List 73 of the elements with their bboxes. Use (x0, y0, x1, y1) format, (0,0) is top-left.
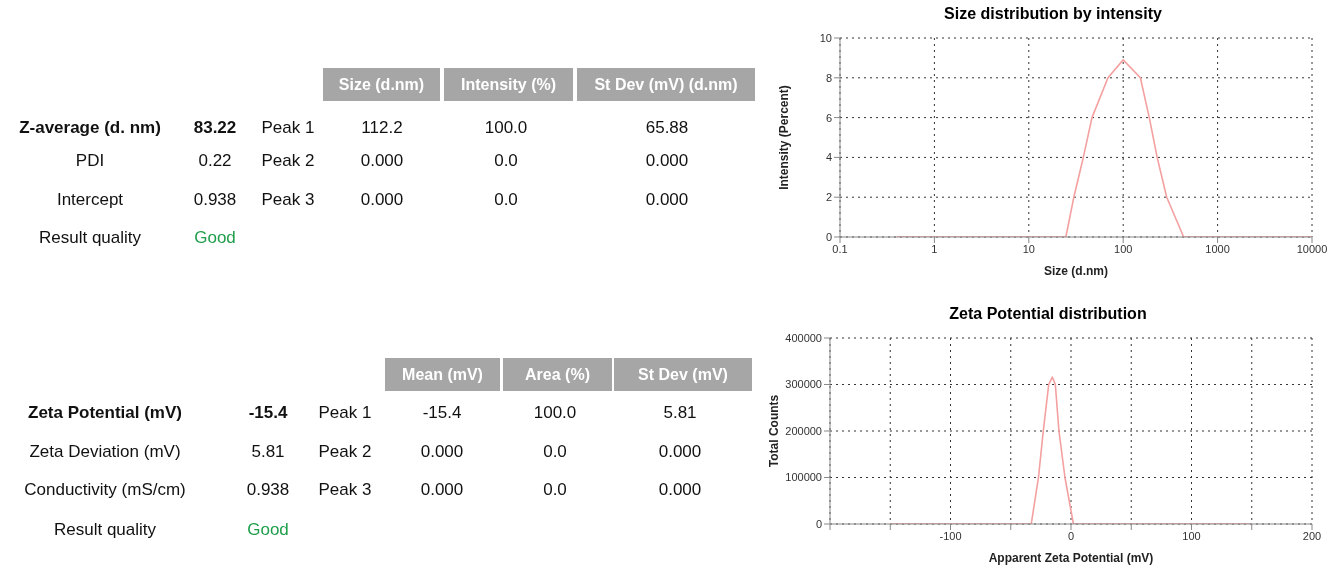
text: Peak 2 (318, 442, 372, 461)
text: Zeta Deviation (mV) (28, 442, 182, 462)
y-tick-label: 300000 (785, 378, 822, 391)
text: 0.000 (360, 190, 404, 209)
y-tick-label: 10 (819, 31, 832, 44)
x-tick-label: 0 (1067, 529, 1075, 542)
chart-title: Zeta Potential distribution (948, 304, 1148, 324)
text: St Dev (mV) (614, 358, 752, 391)
text: PDI (74, 151, 106, 171)
text: -15.4 (248, 403, 288, 422)
text: Good (194, 228, 236, 247)
x-tick-label: -100 (939, 529, 962, 542)
x-tick-label: 10 (1022, 242, 1035, 255)
x-tick-label: 0.1 (832, 242, 848, 255)
text: 65.88 (644, 118, 690, 138)
x-tick-label: 100 (1182, 529, 1201, 542)
text: Good (246, 520, 290, 540)
text: Peak 3 (318, 480, 372, 499)
text: 0.0 (494, 190, 518, 209)
text: Mean (mV) (385, 358, 500, 391)
x-tick-label: 1000 (1205, 242, 1230, 255)
x-tick-label: 1 (931, 242, 938, 255)
text: St Dev (mV) (d.nm) (577, 68, 755, 101)
text: 100.0 (484, 118, 528, 137)
chart-title: Size distribution by intensity (943, 4, 1163, 24)
text: 0.000 (420, 442, 464, 461)
text: Peak 1 (318, 403, 372, 422)
text: 0.0 (543, 480, 567, 499)
text: Peak 1 (261, 118, 315, 137)
y-tick-label: 400000 (785, 331, 822, 344)
y-axis-title: Intensity (Percent) (777, 85, 792, 190)
text: 0.0 (494, 151, 518, 170)
text: Result quality (38, 228, 142, 247)
x-tick-label: 10000 (1296, 242, 1328, 255)
text: 0.22 (198, 151, 232, 170)
x-axis-title: Apparent Zeta Potential (mV) (988, 551, 1154, 565)
text: 0.938 (193, 190, 237, 209)
text: 0.000 (658, 480, 702, 499)
text: 5.81 (251, 442, 285, 461)
text: 0.0 (543, 442, 567, 461)
text: Intercept (56, 190, 124, 209)
y-tick-label: 4 (825, 151, 832, 164)
y-tick-label: 8 (825, 71, 832, 84)
y-axis-title: Total Counts (767, 394, 782, 468)
text: Zeta Potential (mV) (27, 403, 183, 423)
y-tick-label: 0 (825, 230, 832, 243)
text: Conductivity (mS/cm) (23, 480, 187, 500)
text: Peak 3 (261, 190, 315, 209)
text: Z-average (d. nm) (19, 118, 161, 137)
text: 112.2 (361, 118, 403, 137)
x-tick-label: 200 (1302, 529, 1322, 542)
text: Result quality (52, 520, 158, 540)
text: 83.22 (193, 118, 237, 137)
text: 0.000 (644, 151, 690, 171)
x-axis-title: Size (d.nm) (1043, 264, 1109, 278)
text: 0.000 (420, 480, 464, 499)
text: 100.0 (533, 403, 577, 422)
text: 0.938 (246, 480, 290, 499)
y-tick-label: 6 (825, 111, 832, 124)
text: Area (%) (503, 358, 612, 391)
text: Size (d.nm) (323, 68, 440, 101)
y-tick-label: 0 (815, 517, 822, 530)
text: 5.81 (663, 403, 697, 422)
text: Peak 2 (261, 151, 315, 170)
text: 0.000 (644, 190, 690, 210)
y-tick-label: 100000 (785, 471, 822, 484)
x-tick-label: 100 (1114, 242, 1133, 255)
text: Intensity (%) (444, 68, 573, 101)
text: 0.000 (360, 151, 404, 170)
y-tick-label: 200000 (785, 424, 822, 437)
text: -15.4 (422, 403, 462, 422)
text: 0.000 (658, 442, 702, 461)
y-tick-label: 2 (825, 191, 832, 204)
